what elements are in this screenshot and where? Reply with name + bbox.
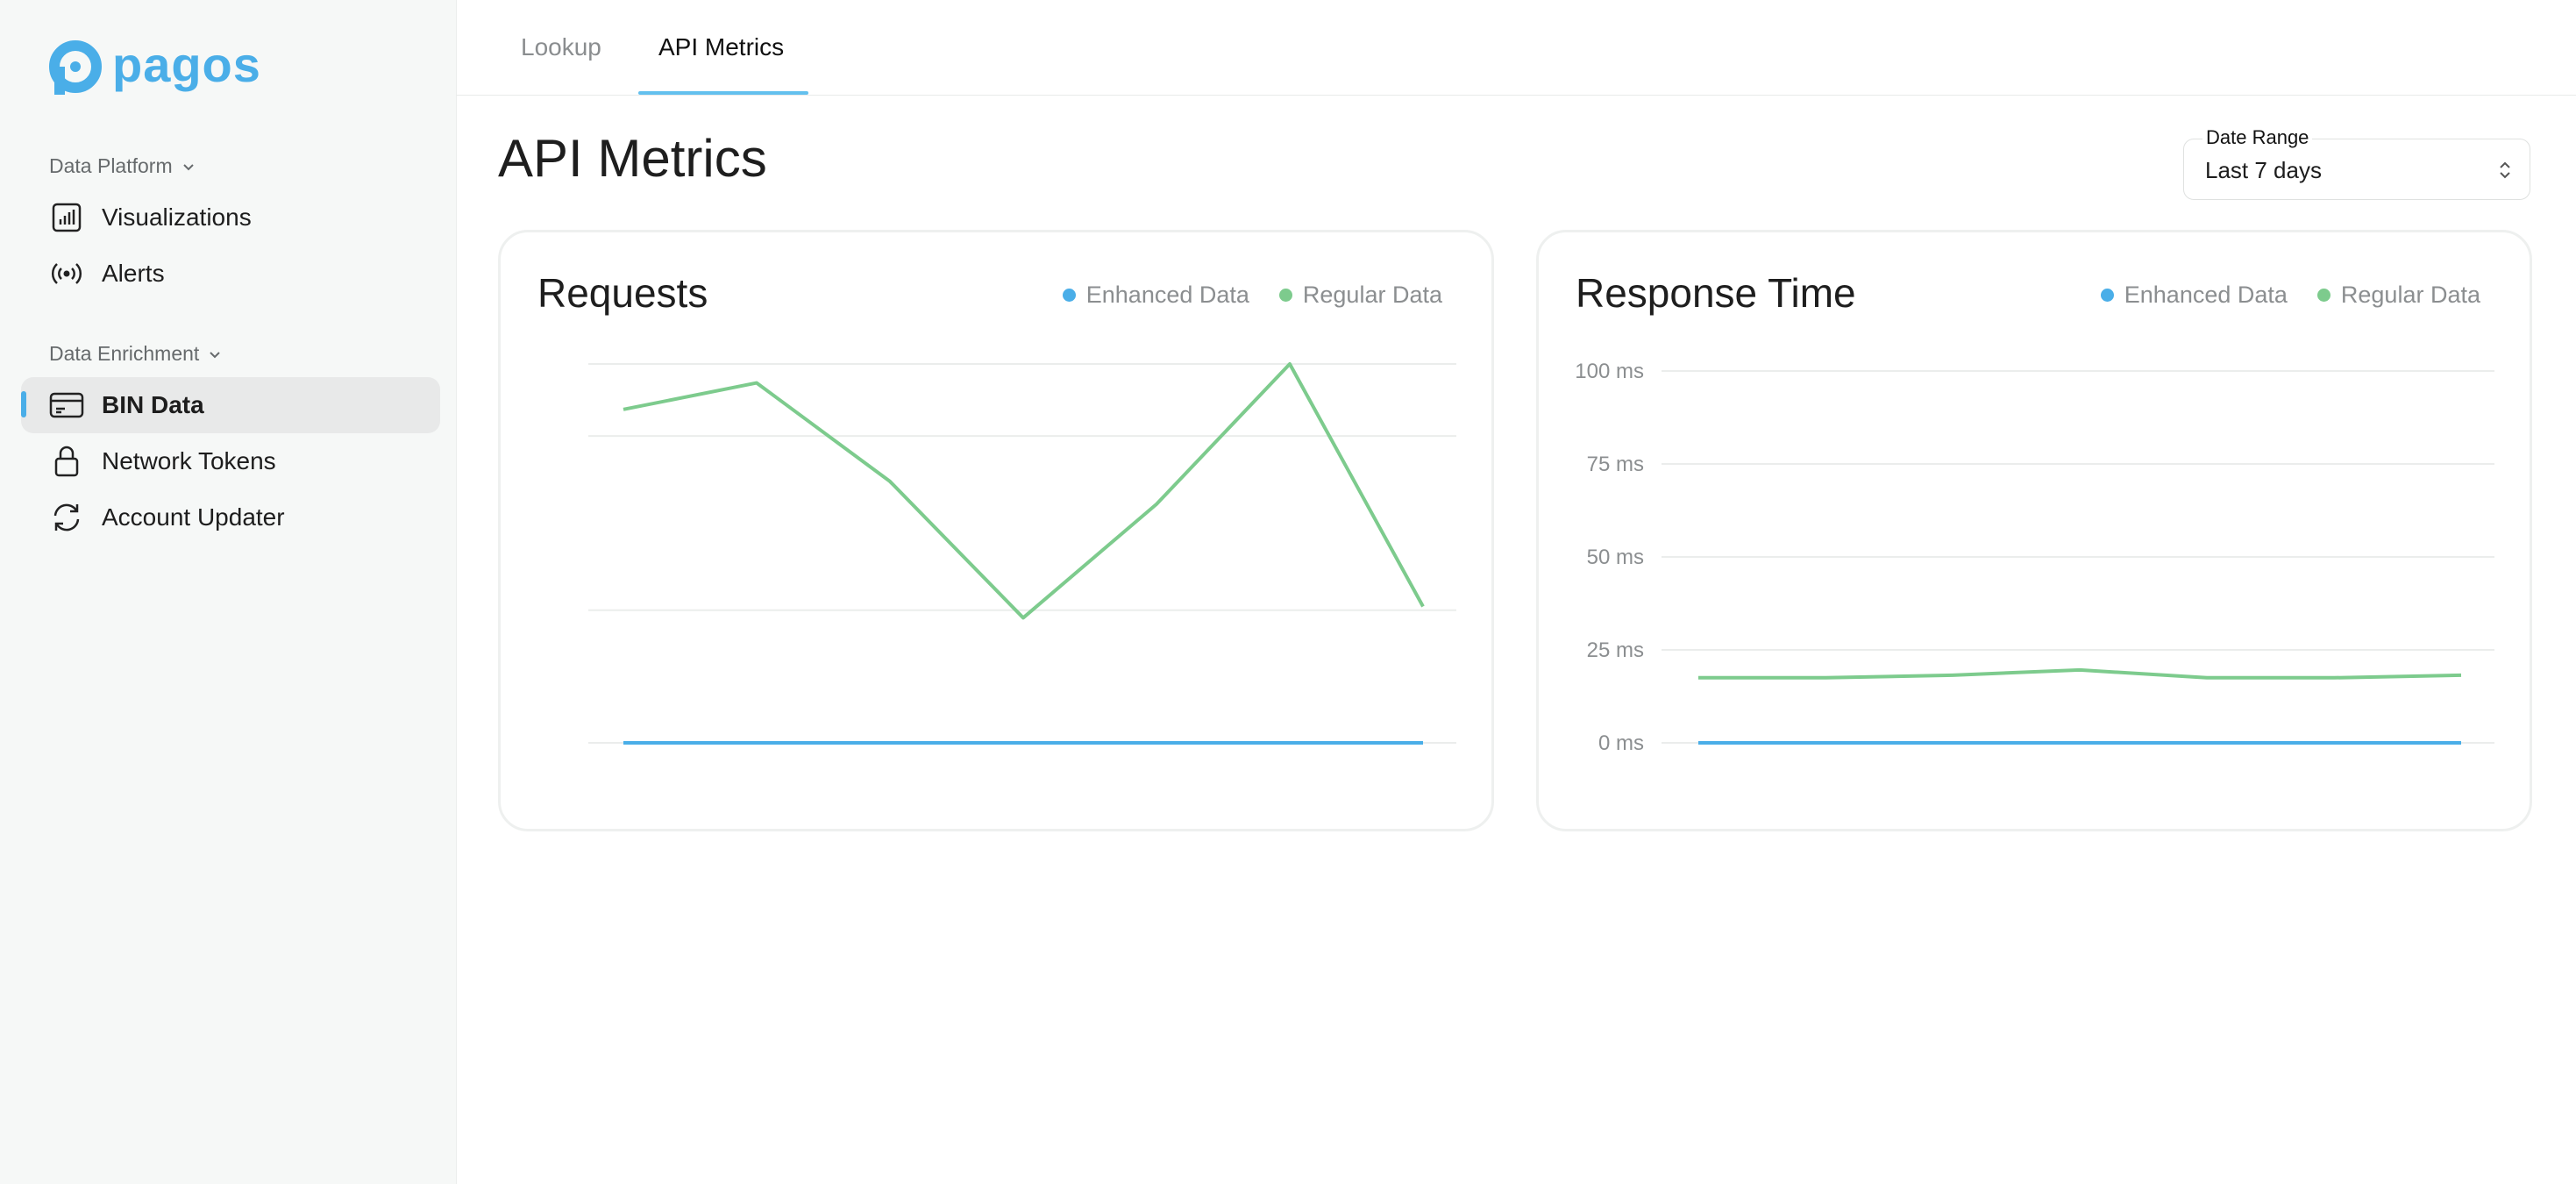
tab-api-metrics[interactable]: API Metrics	[658, 33, 785, 61]
section-data-platform[interactable]: Data Platform	[49, 154, 197, 178]
legend-label: Enhanced Data	[2124, 282, 2288, 308]
legend-regular-data[interactable]: Regular Data	[2316, 282, 2480, 309]
chevron-down-icon	[210, 351, 221, 358]
y-tick-label: 75 ms	[1587, 453, 1644, 476]
regular-data-series-line[interactable]	[1698, 667, 2462, 680]
y-tick-label: 0 ms	[1598, 731, 1644, 755]
lock-icon	[49, 444, 84, 479]
chart-legend: Enhanced Data Regular Data	[1033, 282, 1442, 309]
broadcast-icon	[49, 256, 84, 291]
sidebar-item-bin-data[interactable]: BIN Data	[21, 377, 440, 433]
chart-legend: Enhanced Data Regular Data	[2071, 282, 2480, 309]
sidebar-item-label: Account Updater	[102, 503, 285, 531]
sidebar-item-label: BIN Data	[102, 391, 204, 418]
date-range-label: Date Range	[2202, 126, 2313, 149]
pagos-logo[interactable]: pagos	[47, 40, 261, 96]
pagos-logo-icon	[49, 40, 102, 95]
chevron-down-icon	[182, 163, 194, 170]
legend-label: Enhanced Data	[1085, 282, 1249, 308]
legend-dot	[2100, 289, 2114, 302]
sidebar-item-visualizations[interactable]: Visualizations	[21, 189, 440, 246]
legend-dot	[1278, 289, 1292, 302]
date-range-value: Last 7 days	[2205, 157, 2322, 183]
chevron-up-down-icon	[2500, 161, 2510, 179]
active-tab-underline	[638, 91, 808, 95]
legend-dot	[1062, 289, 1076, 302]
legend-label: Regular Data	[1302, 282, 1442, 308]
brand-name: pagos	[112, 37, 261, 92]
sidebar-item-network-tokens[interactable]: Network Tokens	[21, 433, 440, 489]
sidebar-item-alerts[interactable]: Alerts	[21, 246, 440, 302]
legend-enhanced-data[interactable]: Enhanced Data	[1062, 282, 1249, 309]
y-tick-label: 50 ms	[1587, 546, 1644, 569]
chart-title: Response Time	[1576, 270, 1856, 316]
chart-title: Requests	[537, 270, 708, 316]
credit-card-icon	[49, 388, 84, 423]
active-indicator	[21, 391, 26, 417]
requests-chart-card: Requests Enhanced Data Regular Data	[498, 230, 1494, 831]
response-time-chart: 0 ms 25 ms 50 ms 75 ms 100 ms	[1575, 360, 2494, 755]
sidebar-item-label: Visualizations	[102, 203, 252, 231]
section-label: Data Platform	[49, 154, 173, 177]
sidebar-item-label: Alerts	[102, 260, 165, 287]
tab-lookup[interactable]: Lookup	[521, 33, 601, 61]
legend-enhanced-data[interactable]: Enhanced Data	[2100, 282, 2288, 309]
legend-regular-data[interactable]: Regular Data	[1278, 282, 1442, 309]
requests-chart	[588, 362, 1456, 745]
regular-data-series-line[interactable]	[623, 362, 1425, 620]
sidebar-item-label: Network Tokens	[102, 447, 276, 474]
refresh-icon	[49, 500, 84, 535]
sidebar-item-account-updater[interactable]: Account Updater	[21, 489, 440, 546]
section-label: Data Enrichment	[49, 342, 200, 365]
response-time-chart-card: 0 ms 25 ms 50 ms 75 ms 100 ms Response Time …	[1536, 230, 2532, 831]
sidebar: pagos Data Platform Visualizations Alert…	[0, 0, 457, 1184]
bar-chart-icon	[49, 200, 84, 235]
legend-dot	[2316, 289, 2330, 302]
legend-label: Regular Data	[2340, 282, 2480, 308]
y-tick-label: 25 ms	[1587, 638, 1644, 662]
page-title: API Metrics	[498, 129, 767, 188]
y-tick-label: 100 ms	[1575, 360, 1644, 383]
tab-bar: Lookup API Metrics	[456, 0, 2576, 96]
section-data-enrichment[interactable]: Data Enrichment	[49, 342, 224, 366]
